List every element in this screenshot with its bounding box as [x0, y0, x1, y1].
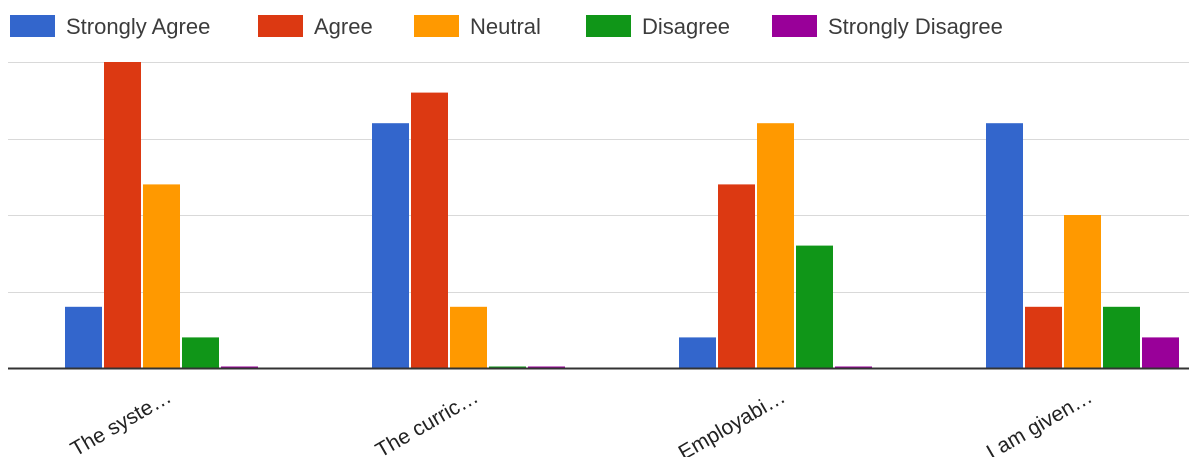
bar-agree-4[interactable] [1025, 306, 1062, 368]
bar-neutral-4[interactable] [1064, 215, 1101, 368]
legend-item-disagree[interactable]: Disagree [586, 14, 730, 39]
legend-swatch [10, 15, 55, 37]
bar-disagree-4[interactable] [1103, 306, 1140, 368]
legend-swatch [414, 15, 459, 37]
legend-item-strongly-disagree[interactable]: Strongly Disagree [772, 14, 1003, 39]
bar-strongly-disagree-2[interactable] [528, 366, 565, 369]
x-tick-label: The curric… [372, 385, 483, 457]
legend-swatch [586, 15, 631, 37]
bar-strongly-agree-1[interactable] [65, 306, 102, 368]
bar-strongly-agree-3[interactable] [679, 337, 716, 368]
bar-strongly-disagree-3[interactable] [835, 366, 872, 369]
bar-agree-1[interactable] [104, 62, 141, 368]
bars [65, 62, 1179, 368]
bar-strongly-agree-4[interactable] [986, 123, 1023, 368]
bar-neutral-2[interactable] [450, 306, 487, 368]
bar-disagree-3[interactable] [796, 245, 833, 368]
legend-label: Neutral [470, 14, 541, 39]
legend-item-agree[interactable]: Agree [258, 14, 373, 39]
bar-disagree-2[interactable] [489, 366, 526, 369]
bar-strongly-disagree-1[interactable] [221, 366, 258, 369]
x-axis-tick-labels: The syste… The curric… Employabi… I am give… [67, 385, 1097, 457]
x-tick-label: I am given… [983, 385, 1097, 457]
legend-label: Strongly Agree [66, 14, 210, 39]
legend-label: Agree [314, 14, 373, 39]
legend-swatch [772, 15, 817, 37]
bar-neutral-3[interactable] [757, 123, 794, 368]
legend[interactable]: Strongly Agree Agree Neutral Disagree Strong… [10, 14, 1003, 39]
x-tick-label: Employabi… [675, 385, 790, 457]
legend-swatch [258, 15, 303, 37]
legend-item-neutral[interactable]: Neutral [414, 14, 541, 39]
legend-label: Disagree [642, 14, 730, 39]
bar-agree-2[interactable] [411, 92, 448, 368]
x-tick-label: The syste… [67, 385, 176, 457]
bar-agree-3[interactable] [718, 184, 755, 368]
bar-neutral-1[interactable] [143, 184, 180, 368]
bar-strongly-agree-2[interactable] [372, 123, 409, 368]
bar-strongly-disagree-4[interactable] [1142, 337, 1179, 368]
legend-item-strongly-agree[interactable]: Strongly Agree [10, 14, 210, 39]
legend-label: Strongly Disagree [828, 14, 1003, 39]
bar-disagree-1[interactable] [182, 337, 219, 368]
